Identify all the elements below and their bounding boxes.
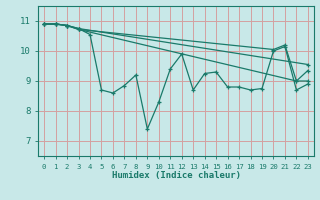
X-axis label: Humidex (Indice chaleur): Humidex (Indice chaleur) bbox=[111, 171, 241, 180]
